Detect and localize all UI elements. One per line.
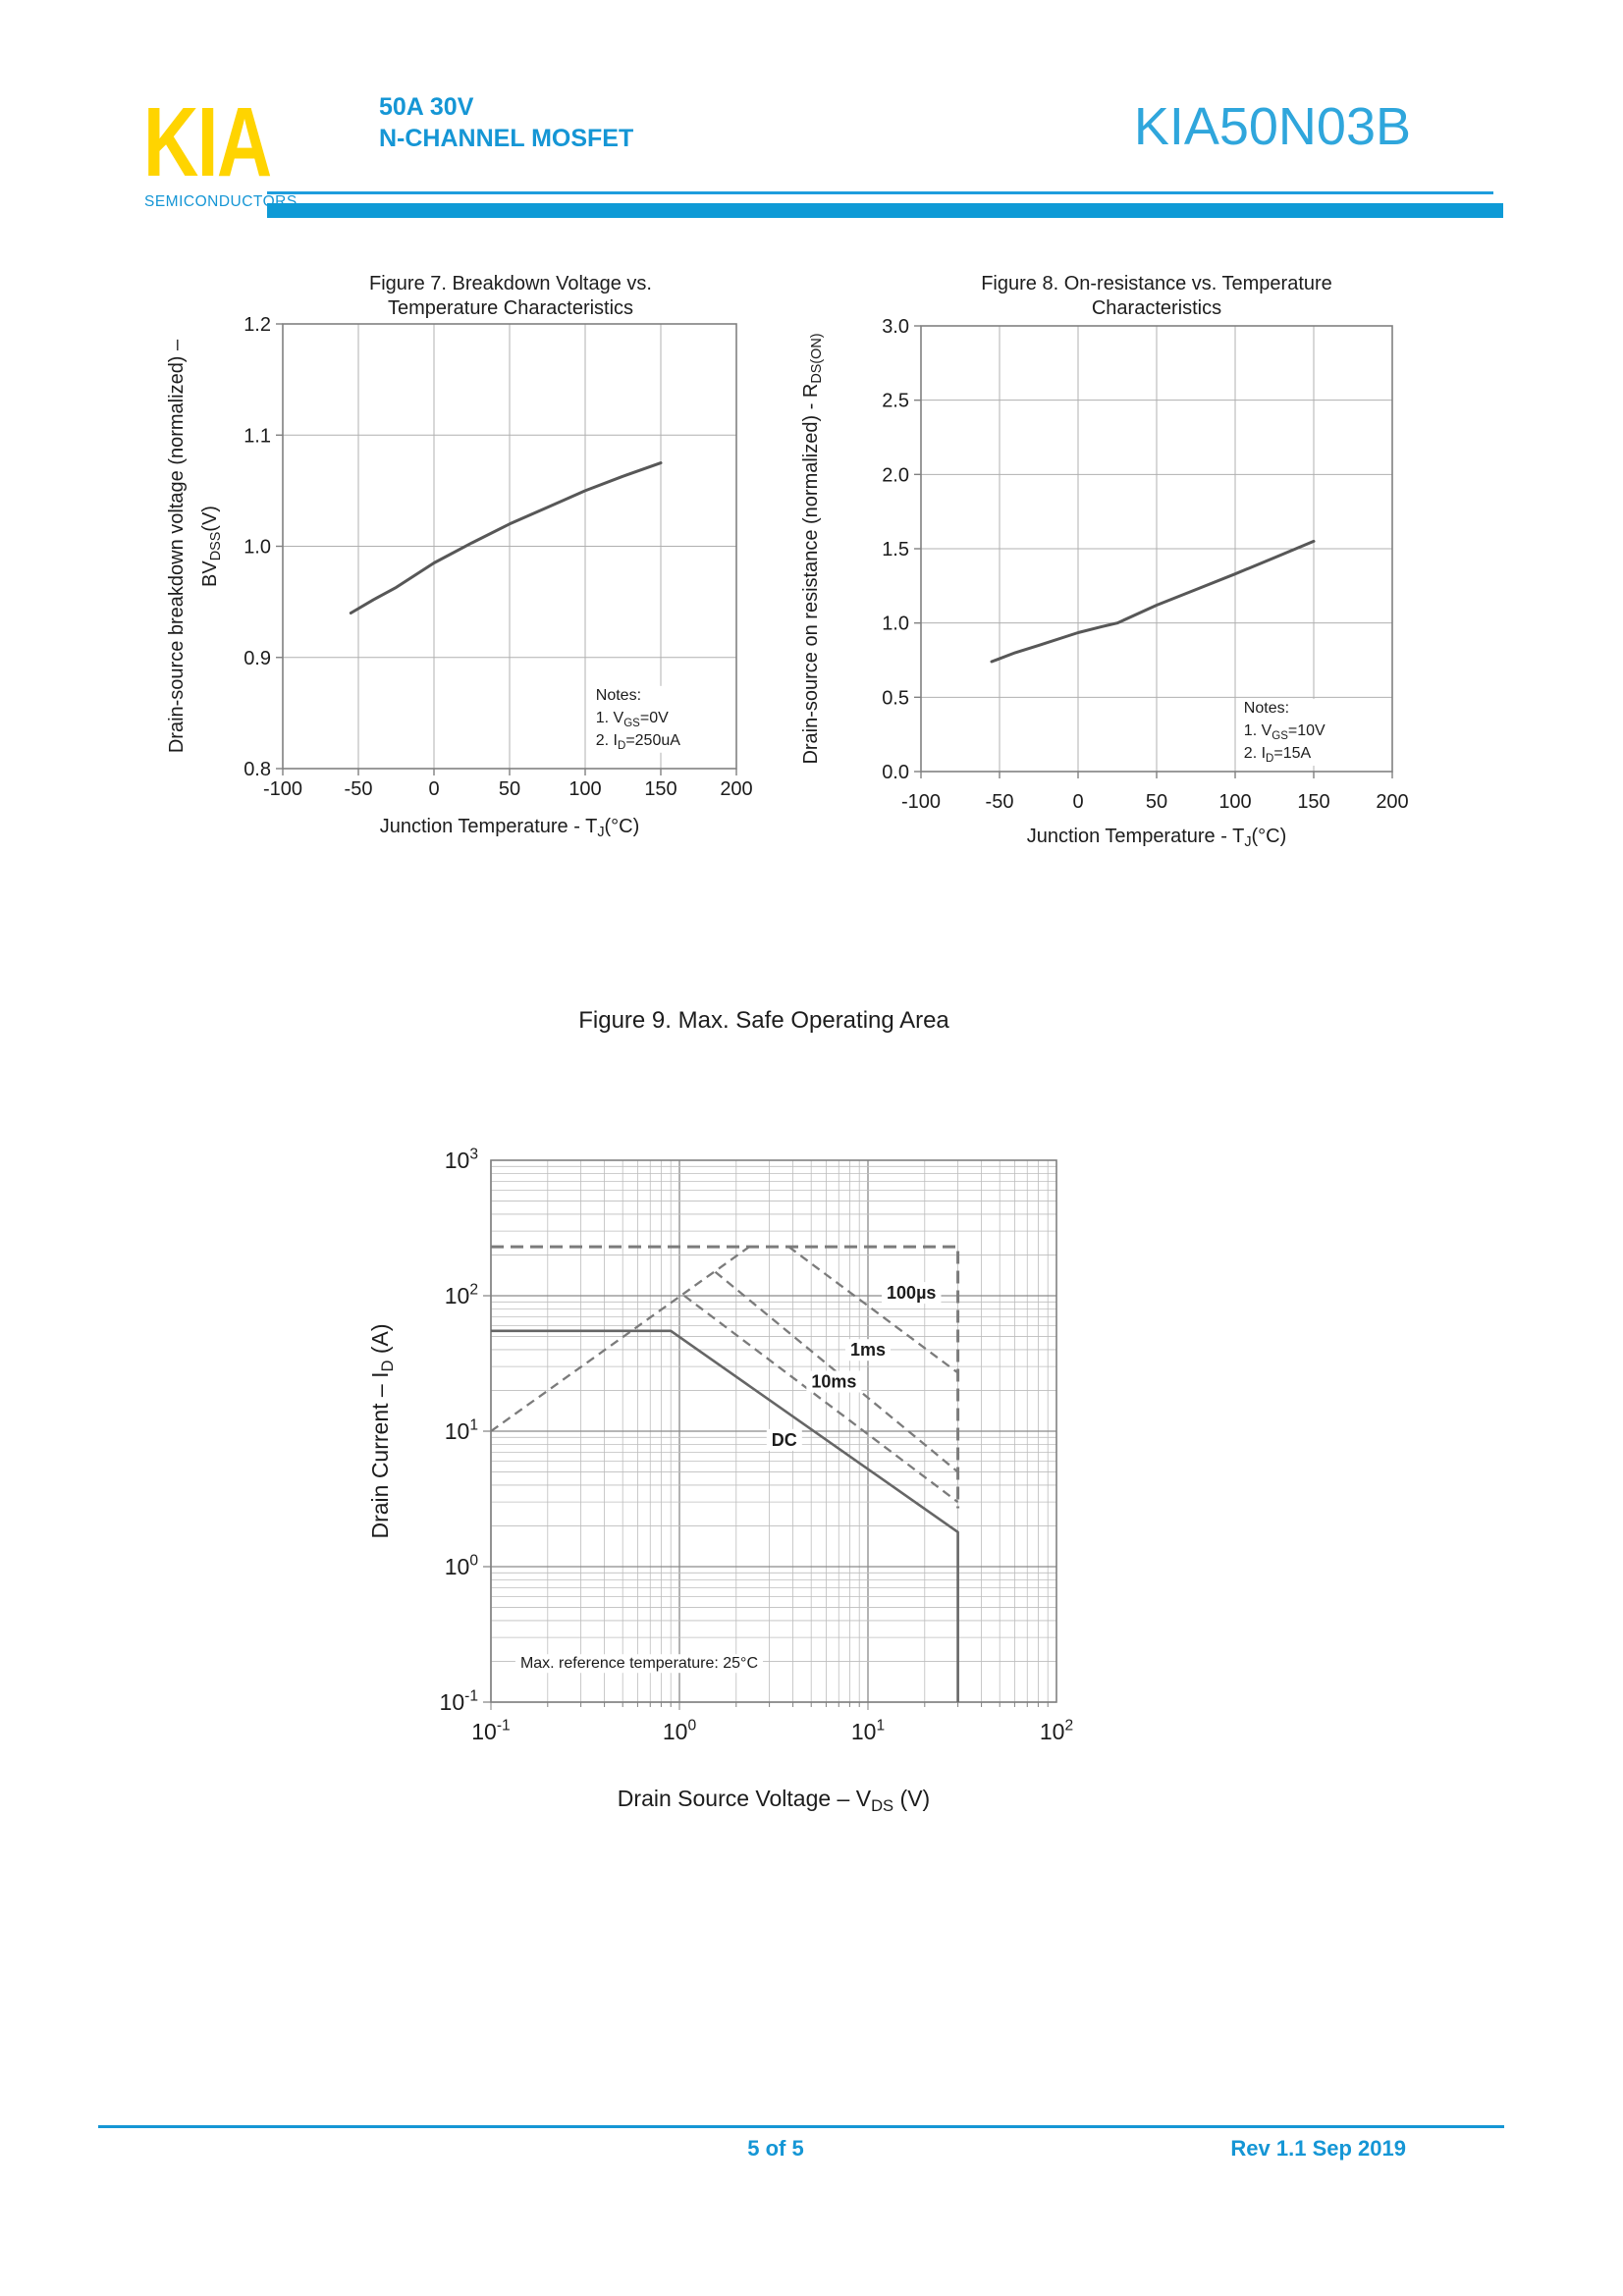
x-tick-label: 150 [644, 778, 676, 800]
figure7-breakdown-voltage-chart: -100 -50 0 50 100 150 200 1.2 1.1 1.0 0.9 0.8 Juncti… [166, 314, 753, 840]
figure8-on-resistance-chart: -100 -50 0 50 100 150 200 3.0 2.5 2.0 1.5 1.0 0.5 0.0… [800, 316, 1409, 850]
y-tick-label: 10-1 [440, 1687, 478, 1715]
footer-rule [98, 2125, 1504, 2128]
x-tick-label: 102 [1040, 1717, 1073, 1744]
y-tick-label: 101 [445, 1416, 478, 1444]
y-axis-title: Drain-source breakdown voltage (normaliz… [166, 339, 188, 753]
x-tick-label: 100 [568, 778, 601, 800]
y-tick-label: 2.0 [882, 464, 909, 486]
x-tick-label: 200 [720, 778, 752, 800]
x-tick-label: 0 [428, 778, 439, 800]
note-line: Notes: [596, 687, 641, 704]
y-tick-label: 1.2 [243, 314, 271, 336]
y-axis-title: Drain-source on resistance (normalized) … [800, 333, 825, 764]
x-tick-label: -100 [901, 791, 941, 813]
x-tick-label: 101 [851, 1717, 885, 1744]
y-tick-label: 0.8 [243, 759, 271, 780]
footer-page-indicator: 5 of 5 [747, 2136, 804, 2161]
y-axis-title: Drain Current – ID (A) [367, 1323, 397, 1538]
x-tick-label: 50 [499, 778, 520, 800]
x-axis-title: Junction Temperature - TJ(°C) [1027, 826, 1287, 850]
soa-trace-thermal-limit-10ms [683, 1295, 959, 1504]
footer-revision: Rev 1.1 Sep 2019 [1230, 2136, 1406, 2161]
kia-logo: KIA [143, 87, 272, 197]
y-tick-label: 102 [445, 1281, 478, 1308]
label-backdrop [514, 1654, 764, 1674]
soa-curve-label: 100µs [887, 1283, 936, 1303]
x-tick-label: -100 [263, 778, 302, 800]
x-axis-title: Junction Temperature - TJ(°C) [380, 816, 640, 840]
x-axis-title: Drain Source Voltage – VDS (V) [618, 1786, 930, 1815]
y-tick-label: 1.1 [243, 425, 271, 447]
figure8-title-line2: Characteristics [1091, 297, 1222, 319]
soa-trace-dc-limit [491, 1329, 959, 1702]
x-tick-label: 50 [1146, 791, 1167, 813]
logo-subtext: SEMICONDUCTORS [144, 193, 298, 210]
figure9-title: Figure 9. Max. Safe Operating Area [578, 1007, 949, 1034]
plot-border [920, 325, 1393, 773]
header-rule-thick [267, 203, 1503, 218]
label-backdrop [844, 1339, 892, 1362]
y-tick-label: 1.0 [882, 614, 909, 635]
soa-curve-label: 1ms [850, 1340, 886, 1360]
y-tick-label: 2.5 [882, 391, 909, 412]
y-tick-label: 1.0 [243, 537, 271, 559]
log-grid [483, 1160, 1056, 1710]
soa-trace-rdson-limit-line [490, 1246, 750, 1432]
soa-curve-label: DC [772, 1430, 797, 1450]
label-backdrop [806, 1370, 862, 1393]
label-backdrop [590, 685, 686, 753]
x-tick-label: 100 [1218, 791, 1251, 813]
part-number-title: KIA50N03B [1133, 97, 1411, 156]
x-tick-label: 150 [1297, 791, 1329, 813]
y-tick-label: 103 [445, 1146, 478, 1173]
x-tick-label: -50 [345, 778, 373, 800]
figure7-title-line2: Temperature Characteristics [387, 297, 634, 319]
plot-border [282, 323, 737, 770]
note-line: 1. VGS=10V [1244, 722, 1325, 742]
label-backdrop [766, 1428, 802, 1451]
figure8-title-line1: Figure 8. On-resistance vs. Temperature [981, 273, 1332, 294]
label-backdrop [882, 1282, 942, 1305]
header-subtitle-line2: N-CHANNEL MOSFET [379, 125, 634, 152]
data-curve-rdson-normalized [990, 539, 1316, 664]
chart-notes: Notes: 1. VGS=10V 2. ID=15A [1244, 700, 1325, 765]
soa-annotation: Max. reference temperature: 25°C [520, 1655, 758, 1672]
x-tick-label: -50 [986, 791, 1014, 813]
y-tick-label: 3.0 [882, 316, 909, 338]
y-tick-label: 100 [445, 1552, 479, 1579]
y-tick-label: 0.0 [882, 762, 909, 783]
y-tick-label: 1.5 [882, 539, 909, 561]
label-backdrop [1238, 699, 1331, 767]
x-tick-label: 100 [663, 1717, 697, 1744]
x-tick-label: 0 [1072, 791, 1083, 813]
y-tick-label: 0.9 [243, 648, 271, 669]
figure9-safe-operating-area-chart: 100µs 1ms 10ms DC Max. reference temperature… [367, 1146, 1073, 1815]
note-line: 1. VGS=0V [596, 710, 669, 729]
note-line: 2. ID=15A [1244, 745, 1312, 765]
soa-curve-label: 10ms [811, 1372, 856, 1392]
note-line: Notes: [1244, 700, 1289, 717]
x-tick-label: 10-1 [471, 1717, 510, 1744]
chart-notes: Notes: 1. VGS=0V 2. ID=250uA [596, 687, 680, 752]
y-tick-label: 0.5 [882, 687, 909, 709]
header-subtitle-line1: 50A 30V [379, 93, 474, 121]
figure7-title-line1: Figure 7. Breakdown Voltage vs. [369, 273, 652, 294]
soa-trace-thermal-limit-1ms [714, 1270, 959, 1473]
header-rule-thin [267, 191, 1493, 194]
data-curve-breakdown-voltage-normalized [349, 461, 663, 614]
y-axis-title: BVDSS(V) [199, 506, 224, 587]
x-tick-label: 200 [1376, 791, 1408, 813]
note-line: 2. ID=250uA [596, 732, 680, 752]
soa-trace-thermal-limit-100us [787, 1246, 959, 1374]
